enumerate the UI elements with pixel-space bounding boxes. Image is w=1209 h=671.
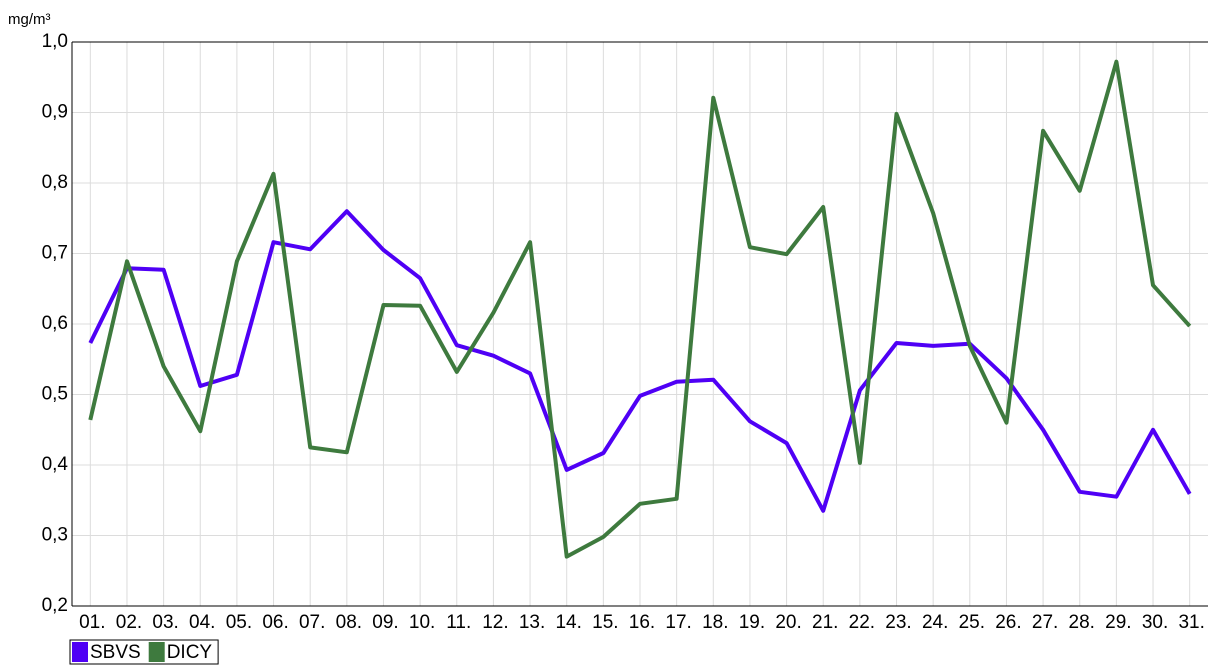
x-tick-label: 07. xyxy=(299,612,325,633)
y-tick-label: 0,6 xyxy=(42,313,68,334)
x-tick-label: 10. xyxy=(409,612,435,633)
legend-label: DICY xyxy=(167,642,213,663)
x-tick-label: 19. xyxy=(739,612,765,633)
x-tick-label: 21. xyxy=(812,612,838,633)
x-tick-label: 17. xyxy=(665,612,691,633)
x-tick-label: 24. xyxy=(922,612,948,633)
x-tick-label: 27. xyxy=(1032,612,1058,633)
x-tick-label: 06. xyxy=(262,612,288,633)
data-line xyxy=(88,59,1192,559)
y-tick-label: 0,4 xyxy=(42,454,69,475)
y-tick-label: 0,8 xyxy=(42,172,68,193)
x-tick-label: 14. xyxy=(555,612,581,633)
x-tick-label: 26. xyxy=(995,612,1021,633)
x-tick-label: 02. xyxy=(116,612,142,633)
x-tick-label: 29. xyxy=(1105,612,1131,633)
x-tick-label: 08. xyxy=(336,612,362,633)
x-tick-label: 22. xyxy=(849,612,875,633)
legend-label: SBVS xyxy=(90,642,141,663)
data-line xyxy=(88,209,1192,513)
y-tick-label: 0,9 xyxy=(42,102,68,123)
x-tick-label: 05. xyxy=(226,612,252,633)
y-tick-label: 0,7 xyxy=(42,243,68,264)
legend-swatch xyxy=(72,642,88,662)
x-tick-label: 18. xyxy=(702,612,728,633)
y-tick-label: 0,5 xyxy=(42,384,68,405)
x-tick-label: 12. xyxy=(482,612,508,633)
x-tick-label: 28. xyxy=(1069,612,1095,633)
x-tick-label: 11. xyxy=(446,612,471,633)
x-tick-label: 25. xyxy=(959,612,985,633)
y-tick-label: 0,2 xyxy=(42,595,68,616)
x-tick-label: 23. xyxy=(885,612,911,633)
x-tick-label: 31. xyxy=(1178,612,1204,633)
x-tick-label: 30. xyxy=(1142,612,1168,633)
y-tick-label: 0,3 xyxy=(42,525,68,546)
legend-box xyxy=(69,639,219,665)
x-tick-label: 04. xyxy=(189,612,215,633)
x-tick-label: 09. xyxy=(372,612,398,633)
x-tick-label: 20. xyxy=(775,612,801,633)
x-tick-label: 01. xyxy=(79,612,105,633)
y-tick-label: 1,0 xyxy=(42,31,68,52)
x-tick-label: 13. xyxy=(519,612,545,633)
x-tick-label: 16. xyxy=(629,612,655,633)
y-axis-label: mg/m³ xyxy=(8,11,51,28)
x-tick-label: 15. xyxy=(592,612,618,633)
legend-swatch xyxy=(148,642,165,662)
x-tick-label: 03. xyxy=(152,612,178,633)
